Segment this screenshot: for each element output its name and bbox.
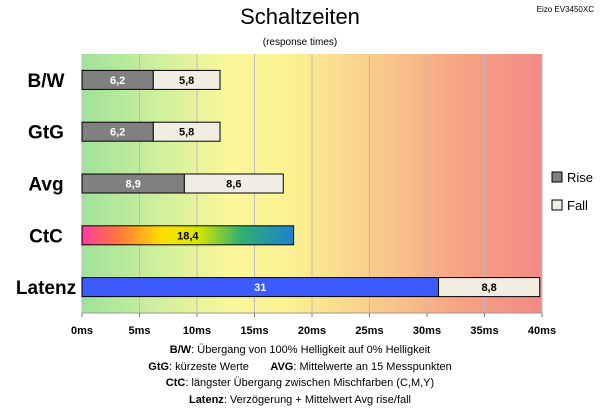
data-label-rise: 31 — [254, 282, 266, 294]
footer-text: : Mittelwerte an 15 Messpunkten — [293, 360, 452, 373]
category-label: GtG — [28, 123, 64, 144]
category-label: Latenz — [16, 278, 76, 299]
x-tick-label: 25ms — [355, 325, 383, 337]
legend-label: Rise — [567, 170, 593, 185]
legend-swatch — [551, 199, 563, 211]
monitor-model-label: Eizo EV3450XC — [536, 5, 594, 14]
footer-key: AVG — [270, 360, 294, 373]
data-label-rise: 6,2 — [110, 75, 125, 87]
bars: 6,2 5,8 6,2 5,8 8,9 8,6 18,4 31 8,8 — [81, 69, 541, 298]
footer-line: CtC: längster Übergang zwischen Mischfar… — [0, 375, 600, 392]
footer-text: : kürzeste Werte — [169, 360, 249, 373]
category-labels: B/W GtG Avg CtC Latenz — [16, 71, 76, 299]
data-label-rise: 6,2 — [110, 127, 125, 139]
x-axis-ticks: 0ms 5ms 10ms 15ms 20ms 25ms 30ms 35ms 40ms — [71, 312, 556, 337]
footer-text: : Übergang von 100% Helligkeit auf 0% He… — [191, 344, 431, 356]
chart-title: Schaltzeiten — [240, 4, 360, 29]
footer-text: : längster Übergang zwischen Mischfarben… — [185, 377, 435, 389]
footer-line: GtG: kürzeste Werte AVG: Mittelwerte an … — [0, 359, 600, 376]
data-label-rise: 18,4 — [177, 230, 199, 242]
data-label-fall: 5,8 — [179, 127, 194, 139]
footer-key: GtG — [148, 360, 170, 373]
x-tick-label: 10ms — [183, 325, 211, 337]
footer-key: CtC — [165, 377, 186, 389]
chart-subtitle: (response times) — [262, 37, 338, 48]
legend-swatch — [551, 171, 563, 183]
bar-fall — [438, 277, 541, 298]
footer-text: : Verzögerung + Mittelwert Avg rise/fall — [223, 393, 412, 406]
footer-key: B/W — [169, 344, 192, 356]
footer-line: B/W: Übergang von 100% Helligkeit auf 0%… — [0, 342, 600, 359]
x-tick-label: 15ms — [240, 325, 268, 337]
bar-fall — [152, 69, 221, 90]
data-label-rise: 8,9 — [126, 179, 141, 191]
category-label: B/W — [28, 71, 65, 92]
data-label-fall: 5,8 — [179, 75, 194, 87]
x-tick-label: 5ms — [128, 325, 150, 337]
bar-fall — [183, 173, 284, 194]
data-label-fall: 8,6 — [226, 179, 241, 191]
bar-rise — [81, 225, 295, 246]
footer-notes: B/W: Übergang von 100% Helligkeit auf 0%… — [0, 342, 600, 408]
category-label: Avg — [28, 175, 63, 196]
x-tick-label: 35ms — [470, 325, 498, 337]
data-label-fall: 8,8 — [481, 282, 496, 294]
x-tick-label: 40ms — [528, 325, 556, 337]
footer-line: Latenz: Verzögerung + Mittelwert Avg ris… — [0, 392, 600, 409]
x-tick-label: 30ms — [413, 325, 441, 337]
footer-key: Latenz — [188, 393, 224, 406]
legend: Rise Fall — [551, 170, 593, 213]
bar-fall — [152, 121, 221, 142]
category-label: CtC — [29, 226, 63, 247]
x-tick-label: 20ms — [298, 325, 326, 337]
x-tick-label: 0ms — [71, 325, 93, 337]
legend-label: Fall — [567, 198, 588, 213]
